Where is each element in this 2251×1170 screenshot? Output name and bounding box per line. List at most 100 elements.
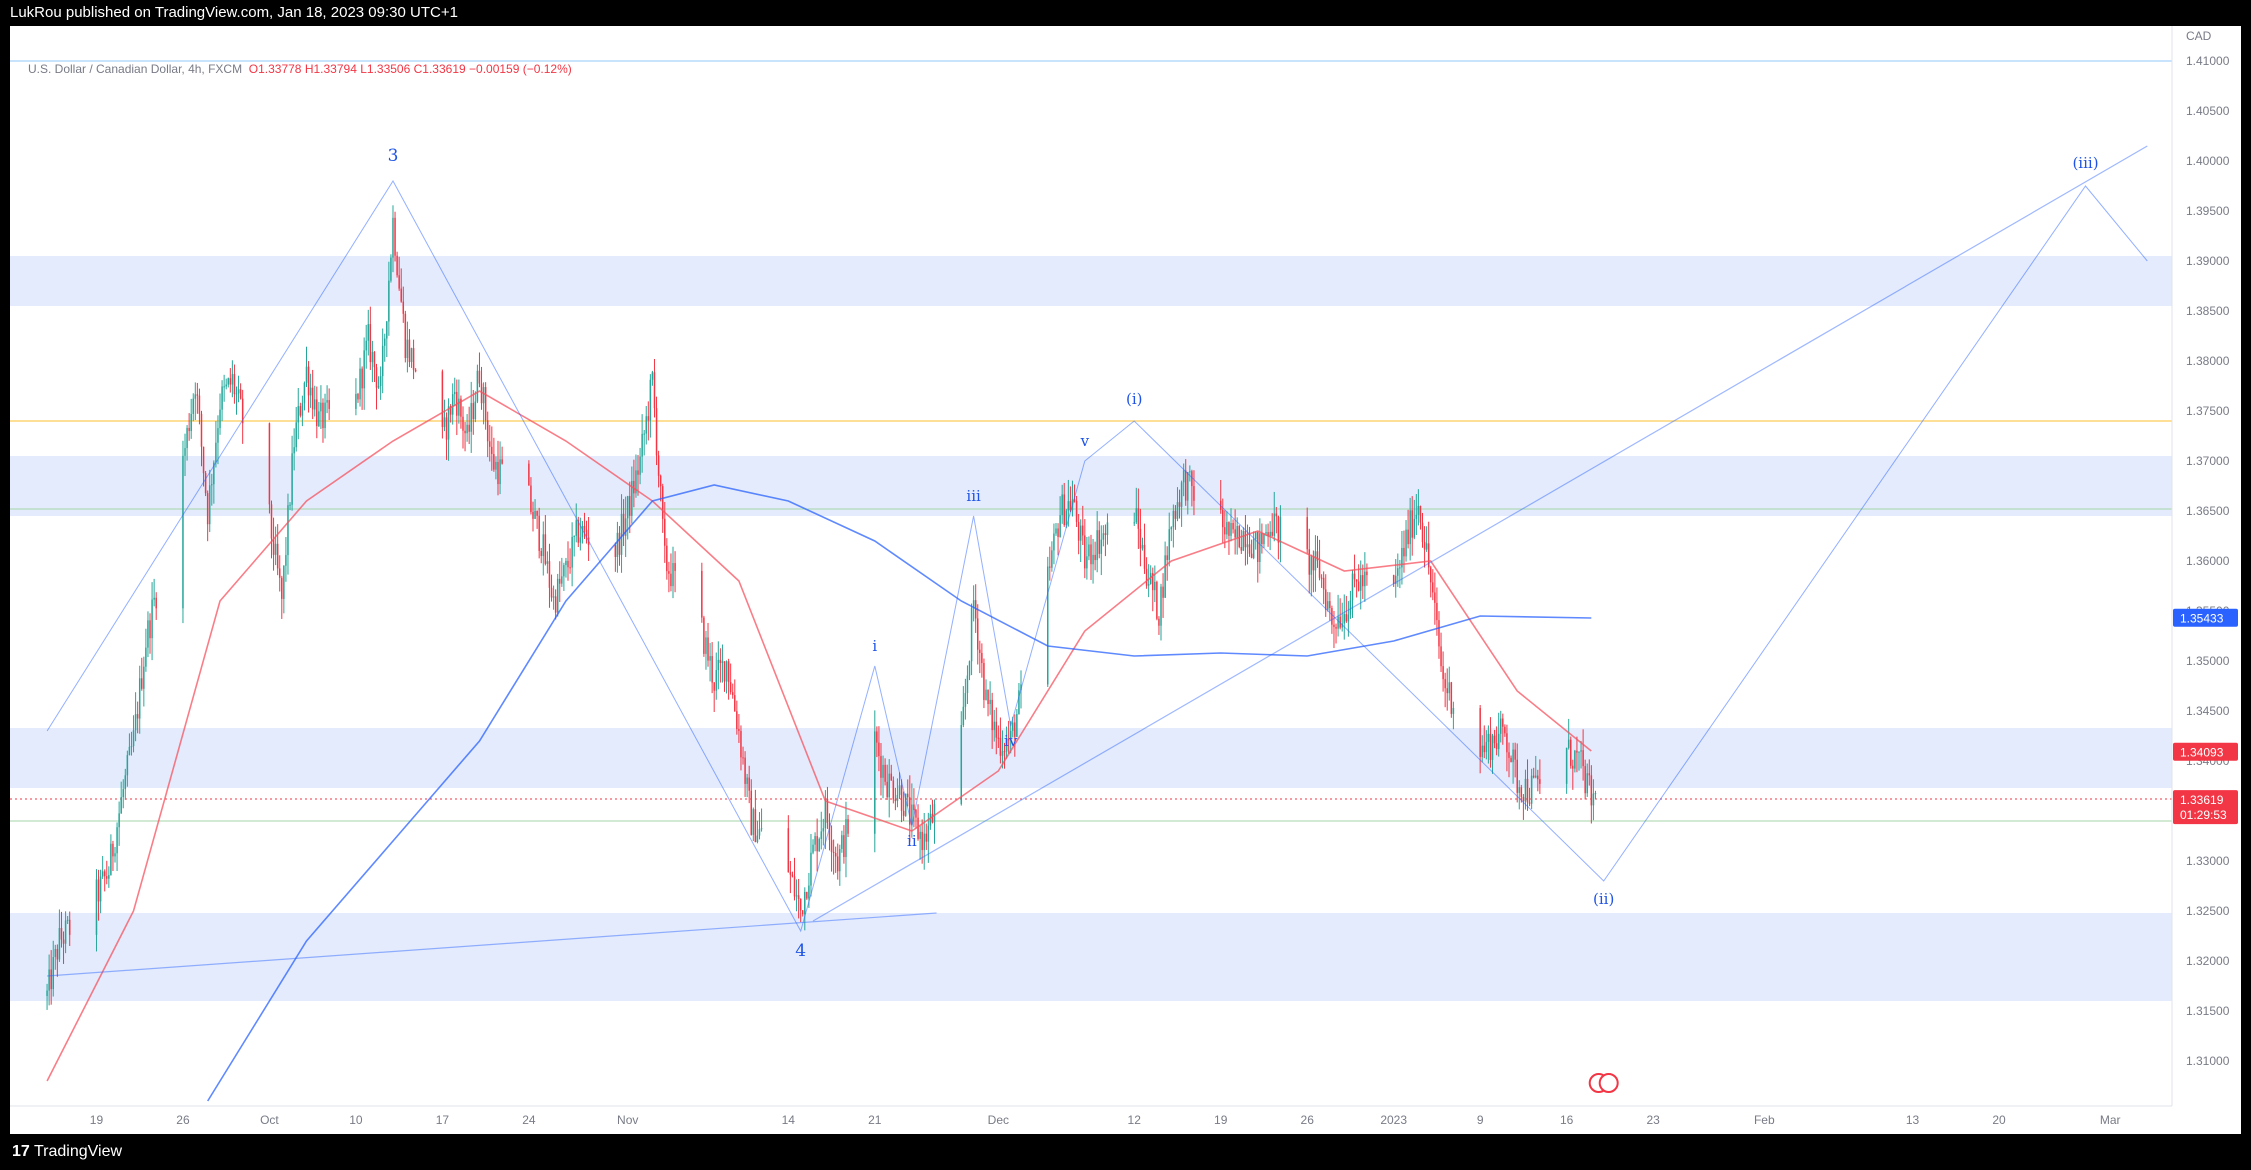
candle-body <box>1526 778 1529 803</box>
candle-body <box>824 798 827 829</box>
zone-band <box>10 728 2172 788</box>
candle-body <box>297 406 300 423</box>
price-tag-value: 1.34093 <box>2180 746 2224 760</box>
candle-body <box>468 424 470 432</box>
legend-open: O1.33778 <box>248 62 302 76</box>
candle-body <box>1069 501 1072 511</box>
candle-body <box>103 871 106 877</box>
candle-body <box>1310 556 1313 575</box>
candle-body <box>643 433 645 435</box>
x-tick-label: Mar <box>2100 1113 2121 1127</box>
candle-body <box>1335 626 1337 629</box>
currency-label: CAD <box>2186 29 2212 43</box>
candle-body <box>1254 532 1257 540</box>
candle-body <box>1147 584 1150 586</box>
candle-body <box>966 675 969 693</box>
candle-body <box>736 711 738 730</box>
candle-body <box>1012 722 1014 731</box>
candle-body <box>1448 682 1451 694</box>
candle-body <box>1405 529 1407 557</box>
zone-band <box>10 913 2172 1001</box>
candle-body <box>933 804 936 823</box>
candle-body <box>1180 482 1183 507</box>
candle-body <box>1047 566 1049 685</box>
candle-body <box>931 813 934 823</box>
candle-body <box>1324 589 1327 610</box>
candle-body <box>1399 567 1401 569</box>
candle-body <box>182 455 184 609</box>
candle-body <box>550 587 553 598</box>
candle-body <box>324 402 326 429</box>
candle-body <box>902 810 905 816</box>
candle-body <box>1162 586 1164 598</box>
candle-body <box>1491 735 1494 760</box>
candle-body <box>1073 499 1076 501</box>
candle-body <box>758 829 761 836</box>
candle-body <box>795 895 798 897</box>
candle-body <box>1592 793 1595 806</box>
candle-body <box>968 661 971 676</box>
candle-body <box>307 366 310 396</box>
candle-body <box>1096 530 1098 561</box>
candle-body <box>316 399 318 427</box>
candle-body <box>1421 522 1424 542</box>
candle-body <box>565 560 567 566</box>
legend-symbol: U.S. Dollar / Canadian Dollar, 4h, FXCM <box>28 62 243 76</box>
candle-body <box>208 485 211 525</box>
candle-body <box>1316 551 1319 561</box>
candle-body <box>408 339 411 363</box>
tradingview-logo-icon: 17 <box>12 1143 30 1160</box>
chart-pane[interactable]: 3 4 i ii iii iv v (i) (ii) (iii) CAD 1.31000 1.31500… <box>10 26 2241 1134</box>
candle-body <box>1275 513 1278 517</box>
candle-body <box>369 324 372 363</box>
candle-body <box>1392 575 1395 585</box>
candle-body <box>130 746 133 748</box>
candle-body <box>575 520 577 536</box>
candle-body <box>1102 533 1105 540</box>
x-tick-label: Nov <box>617 1113 638 1127</box>
price-chart[interactable]: 34iiiiiiivv(i)(ii)(iii)CAD1.310001.31500… <box>10 26 2241 1134</box>
candle-body <box>843 835 845 858</box>
candle-body <box>60 928 63 940</box>
candle-body <box>1331 608 1333 625</box>
candle-body <box>670 573 672 587</box>
candle-body <box>497 461 499 485</box>
candle-body <box>66 919 69 921</box>
candle-body <box>134 714 137 731</box>
candle-body <box>110 843 112 876</box>
candle-body <box>486 420 489 442</box>
candle-body <box>666 545 668 572</box>
candle-body <box>1353 573 1356 580</box>
candle-body <box>1572 765 1574 769</box>
candle-body <box>888 773 890 798</box>
price-axis-background <box>2172 26 2241 1134</box>
candle-body <box>204 473 207 494</box>
candle-body <box>1172 510 1175 528</box>
candle-body <box>820 831 823 839</box>
x-tick-label: 14 <box>782 1113 796 1127</box>
candle-body <box>1586 773 1588 794</box>
x-tick-label: 16 <box>1560 1113 1574 1127</box>
candle-body <box>272 538 275 555</box>
candle-body <box>923 833 925 851</box>
candle-body <box>1007 739 1010 741</box>
candle-body <box>534 510 536 519</box>
candle-body <box>295 422 297 448</box>
candle-body <box>1516 759 1518 793</box>
candle-body <box>458 398 460 416</box>
candle-body <box>995 721 998 738</box>
candle-body <box>1106 522 1109 535</box>
candle-body <box>1057 528 1059 537</box>
y-tick-label: 1.38000 <box>2186 354 2230 368</box>
candle-body <box>289 504 291 506</box>
candle-body <box>138 678 141 719</box>
candle-body <box>1067 501 1070 511</box>
candle-body <box>647 416 650 421</box>
candle-body <box>1191 471 1193 487</box>
symbol-legend: U.S. Dollar / Canadian Dollar, 4h, FXCM … <box>28 62 572 76</box>
candle-body <box>410 348 413 363</box>
candle-body <box>499 459 501 485</box>
candle-body <box>707 637 709 661</box>
candle-body <box>211 484 213 486</box>
tradingview-brand[interactable]: TradingView <box>34 1143 123 1160</box>
